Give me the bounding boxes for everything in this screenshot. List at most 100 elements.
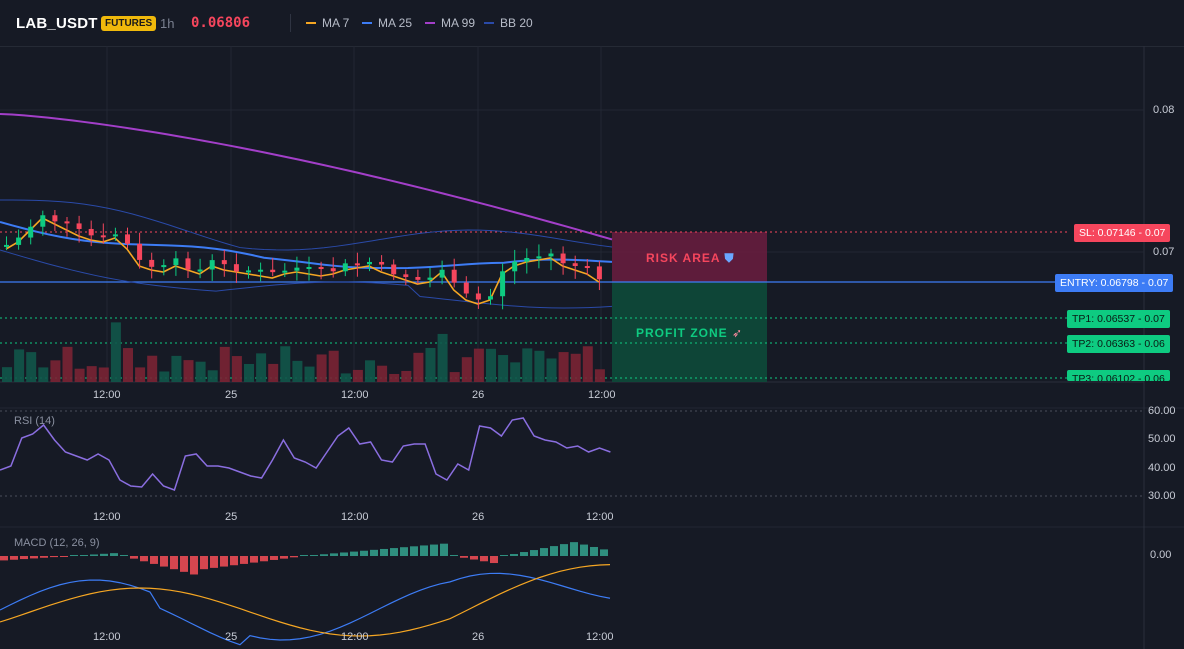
main-x-tick-1: 25 [225,389,238,401]
candle-body [391,264,397,275]
candle-body [342,263,348,272]
volume-bar [123,348,133,382]
candle-body [427,277,433,280]
candle-body [125,234,130,244]
candle-body [524,257,530,262]
candle-body [112,234,118,237]
macd-bar [80,555,88,556]
macd-bar [100,553,108,556]
macd-bar [30,556,38,559]
volume-bar [486,348,496,382]
volume-bar [449,372,460,382]
macd-bar [490,556,498,564]
macd-bar [180,556,188,572]
macd-bar [400,547,408,556]
rsi-tick-60: 60.00 [1148,405,1176,417]
moving-averages [0,113,613,305]
volume-bars [2,322,605,382]
volume-bar [2,367,12,382]
main-x-tick-0: 12:00 [93,389,121,401]
tp2-tag[interactable]: TP2: 0.06363 - 0.06 [1067,335,1170,353]
symbol-title[interactable]: LAB_USDT [16,15,98,32]
volume-bar [231,356,242,382]
volume-bar [304,366,315,382]
macd-tick-0: 0.00 [1150,549,1172,561]
macd-histogram [0,542,608,575]
volume-bar [195,361,206,382]
tp1-tag[interactable]: TP1: 0.06537 - 0.07 [1067,310,1170,328]
macd-bar [430,544,438,556]
legend-bb20[interactable]: BB 20 [484,16,533,30]
macd-bar [90,554,98,556]
price-tick-1: 0.07 [1153,246,1175,258]
entry-tag[interactable]: ENTRY: 0.06798 - 0.07 [1055,274,1174,292]
tp3-tag[interactable]: TP3: 0.06102 - 0.06 [1067,370,1170,381]
volume-bar [244,363,254,382]
volume-bar [594,369,605,382]
macd-bar [260,556,268,562]
candle-body [16,237,22,245]
macd-bar [450,555,458,556]
volume-bar [256,353,267,382]
macd-bar [530,550,538,556]
volume-bar [110,322,121,382]
macd-bar [580,544,588,556]
volume-bar [86,366,97,382]
legend-ma7[interactable]: MA 7 [306,16,349,30]
rsi-x-tick-1: 25 [225,511,238,523]
sl-tag[interactable]: SL: 0.07146 - 0.07 [1074,224,1171,242]
rsi-line [0,417,611,491]
volume-bar [207,370,218,382]
candle-body [560,253,566,264]
macd-bar [140,556,148,562]
candle-body [246,270,251,273]
macd-bar [500,555,508,556]
candle-body [463,282,469,294]
candle-body [88,228,94,236]
macd-bar [280,556,288,559]
candle-body [488,296,493,300]
macd-bar [520,552,528,556]
main-x-tick-3: 26 [472,389,485,401]
candle-body [270,269,276,273]
candle-body [512,261,518,272]
macd-bar [250,556,258,563]
macd-bar [330,553,338,556]
volume-bar [135,367,146,382]
candle-body [4,244,9,247]
macd-bar [270,556,278,560]
candle-body [379,261,385,265]
ma7-swatch [306,22,316,24]
macd-x-tick-1: 25 [225,631,238,643]
candle-body [451,269,457,283]
candle-body [548,253,554,257]
volume-bar [582,346,593,382]
rsi-x-tick-4: 12:00 [586,511,614,523]
rsi-title: RSI (14) [14,415,55,427]
ma7-line [5,217,600,305]
price-tick-0: 0.08 [1153,104,1175,116]
timeframe-selector[interactable]: 1h [160,16,175,31]
volume-bar [401,370,412,382]
macd-x-tick-0: 12:00 [93,631,121,643]
volume-bar [352,369,363,382]
macd-line [0,572,611,646]
main-x-tick-2: 12:00 [341,389,369,401]
volume-bar [98,367,109,382]
candle-body [64,221,70,224]
candle-body [415,276,421,280]
macd-bar [230,556,238,566]
macd-bar [120,555,128,556]
macd-bar [410,546,418,556]
macd-bar [130,556,138,559]
legend-ma25[interactable]: MA 25 [362,16,412,30]
volume-bar [461,357,472,382]
volume-bar [413,352,424,382]
volume-bar [219,346,230,382]
candle-body [52,215,58,222]
volume-bar [50,360,61,382]
volume-bar [510,362,521,382]
volume-bar [280,346,291,382]
legend-ma99[interactable]: MA 99 [425,16,475,30]
